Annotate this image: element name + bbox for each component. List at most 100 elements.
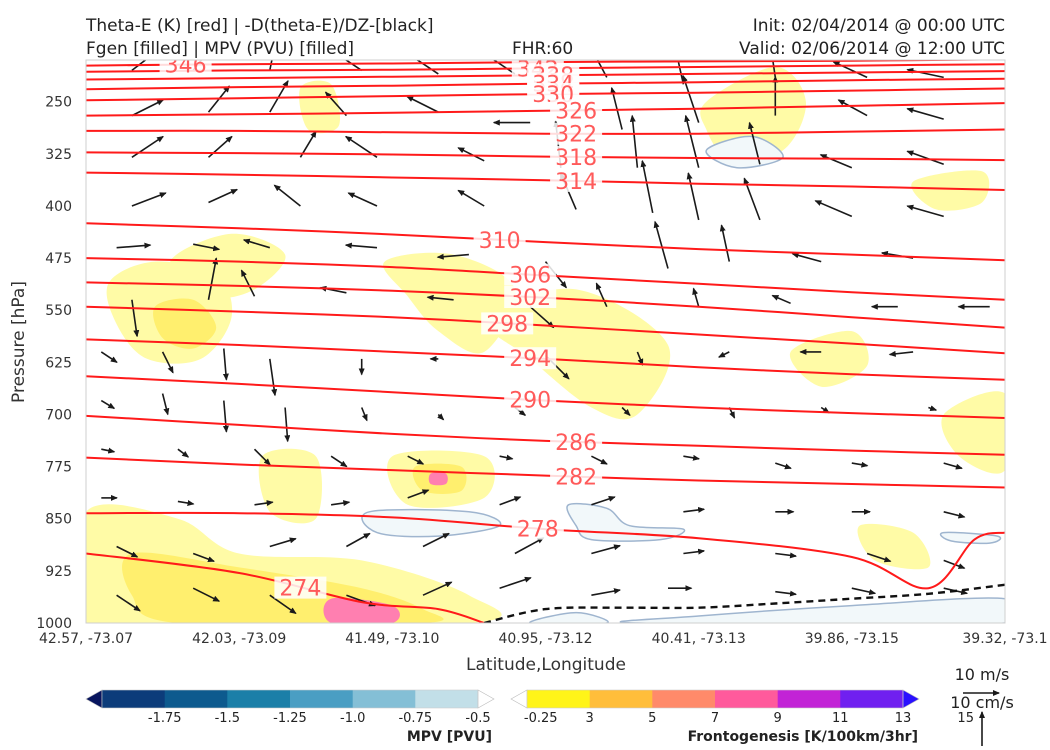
y-tick-label: 400 [45, 199, 72, 215]
wind-vector [222, 348, 229, 381]
y-axis-label: Pressure [hPa] [9, 281, 29, 403]
wind-vector [819, 153, 853, 169]
wind-vector [771, 60, 777, 78]
wind-vector [177, 500, 195, 506]
wind-vector [436, 253, 469, 260]
wind-vector [240, 269, 256, 297]
fgen-region [700, 67, 807, 160]
wind-vector [177, 448, 190, 458]
wind-vector [837, 99, 868, 117]
theta-e-label-290: 290 [509, 389, 551, 414]
wind-vector [273, 184, 301, 207]
wind-vector [360, 407, 368, 422]
y-tick-label: 925 [45, 564, 72, 580]
wind-vector [943, 511, 966, 519]
wind-vector [131, 135, 164, 158]
wind-vector [791, 252, 822, 263]
theta-e-label-bg [550, 122, 603, 145]
fgen-colorbar-tick: 11 [832, 711, 849, 726]
wind-vector [595, 282, 608, 308]
wind-vector [407, 489, 430, 499]
wind-vector [529, 306, 555, 329]
theta-e-label-322: 322 [555, 123, 597, 148]
wind-vector [100, 399, 116, 410]
wind-vector [222, 400, 229, 433]
theta-e-label-bg [481, 312, 534, 335]
wind-vector [422, 581, 453, 596]
fgen-colorbar-swatch [777, 690, 841, 708]
mpv-colorbar-tick: -1.75 [148, 711, 182, 726]
x-axis-label: Latitude,Longitude [466, 655, 626, 675]
x-tick-label: 39.86, -73.15 [805, 631, 899, 647]
fgen-colorbar-swatch [652, 690, 716, 708]
mpv-colorbar-tick: -1.25 [273, 711, 307, 726]
wind-vector [906, 204, 944, 218]
wind-vector [686, 172, 700, 221]
stability-dashed-layer [483, 583, 1005, 623]
mpv-region [705, 135, 784, 169]
wind-vector [208, 188, 239, 204]
wind-vector [437, 413, 445, 421]
wind-vector [101, 447, 116, 454]
wind-vector [116, 545, 139, 558]
x-tick-label: 39.32, -73.1 [962, 631, 1047, 647]
theta-e-label-298: 298 [486, 312, 528, 337]
theta-e-contour-282 [86, 456, 1005, 489]
wind-vector [192, 587, 221, 602]
fgen-colorbar-frame [526, 689, 904, 709]
wind-vector [653, 220, 669, 269]
theta-e-label-bg [504, 263, 557, 286]
theta-e-label-bg [550, 99, 603, 122]
mpv-colorbar-swatch [415, 690, 479, 708]
wind-vector [888, 350, 914, 357]
theta-e-label-294: 294 [509, 347, 551, 372]
wind-vector [636, 351, 644, 366]
wind-vector [346, 532, 371, 548]
theta-e-label-346: 346 [165, 54, 207, 79]
fgen-colorbar-tick: 5 [648, 711, 656, 726]
wind-vector [193, 243, 221, 252]
wind-vector [683, 548, 706, 555]
theta-e-label-310: 310 [479, 229, 521, 254]
wind-vector [269, 594, 297, 615]
wind-vector [131, 192, 167, 207]
wind-vector [591, 544, 621, 555]
wind-vector [242, 238, 271, 249]
wind-vector [347, 192, 378, 207]
wind-vector [610, 86, 623, 130]
fgen-colorbar-tick: 7 [711, 711, 719, 726]
mpv-region [529, 611, 609, 623]
wind-vector [832, 61, 868, 79]
theta-e-label-bg [159, 60, 212, 76]
wind-vector [928, 405, 938, 412]
fgen-colorbar-swatch [840, 690, 904, 708]
theta-e-label-bg [550, 145, 603, 168]
wind-vector [906, 67, 944, 79]
theta-e-label-278: 278 [517, 518, 559, 543]
x-axis-ticks: 42.57, -73.07 42.03, -73.09 41.49, -73.10 4… [39, 631, 1048, 647]
theta-e-contour-322 [86, 128, 1005, 135]
wind-vector [207, 257, 219, 300]
title-left-line-2: Fgen [filled] | MPV (PVU) [filled] [86, 39, 354, 59]
wind-vector [192, 552, 215, 563]
theta-e-contour-326 [86, 102, 1005, 117]
y-tick-label: 775 [45, 460, 72, 476]
wind-vector [906, 107, 944, 120]
wind-vector [330, 455, 348, 468]
wind-vector [100, 351, 118, 363]
wind-vector [775, 590, 797, 597]
theta-e-contour-298 [86, 305, 1005, 355]
wind-vector [591, 588, 621, 596]
wind-vector [284, 407, 291, 443]
fgen-colorbar-swatch [589, 690, 653, 708]
wind-vector [943, 462, 963, 470]
mpv-colorbar-title: MPV [PVU] [407, 729, 492, 745]
wind-vector [719, 224, 731, 262]
mpv-colorbar-extend-high [477, 689, 495, 709]
reference-horizontal-label: 10 m/s [955, 665, 1010, 684]
fgen-colorbar-extend-high [902, 689, 920, 709]
theta-e-label-layer: 3463423383343303263223183143103063022982… [159, 54, 603, 602]
wind-vector [269, 60, 273, 71]
fgen-region [428, 472, 448, 486]
